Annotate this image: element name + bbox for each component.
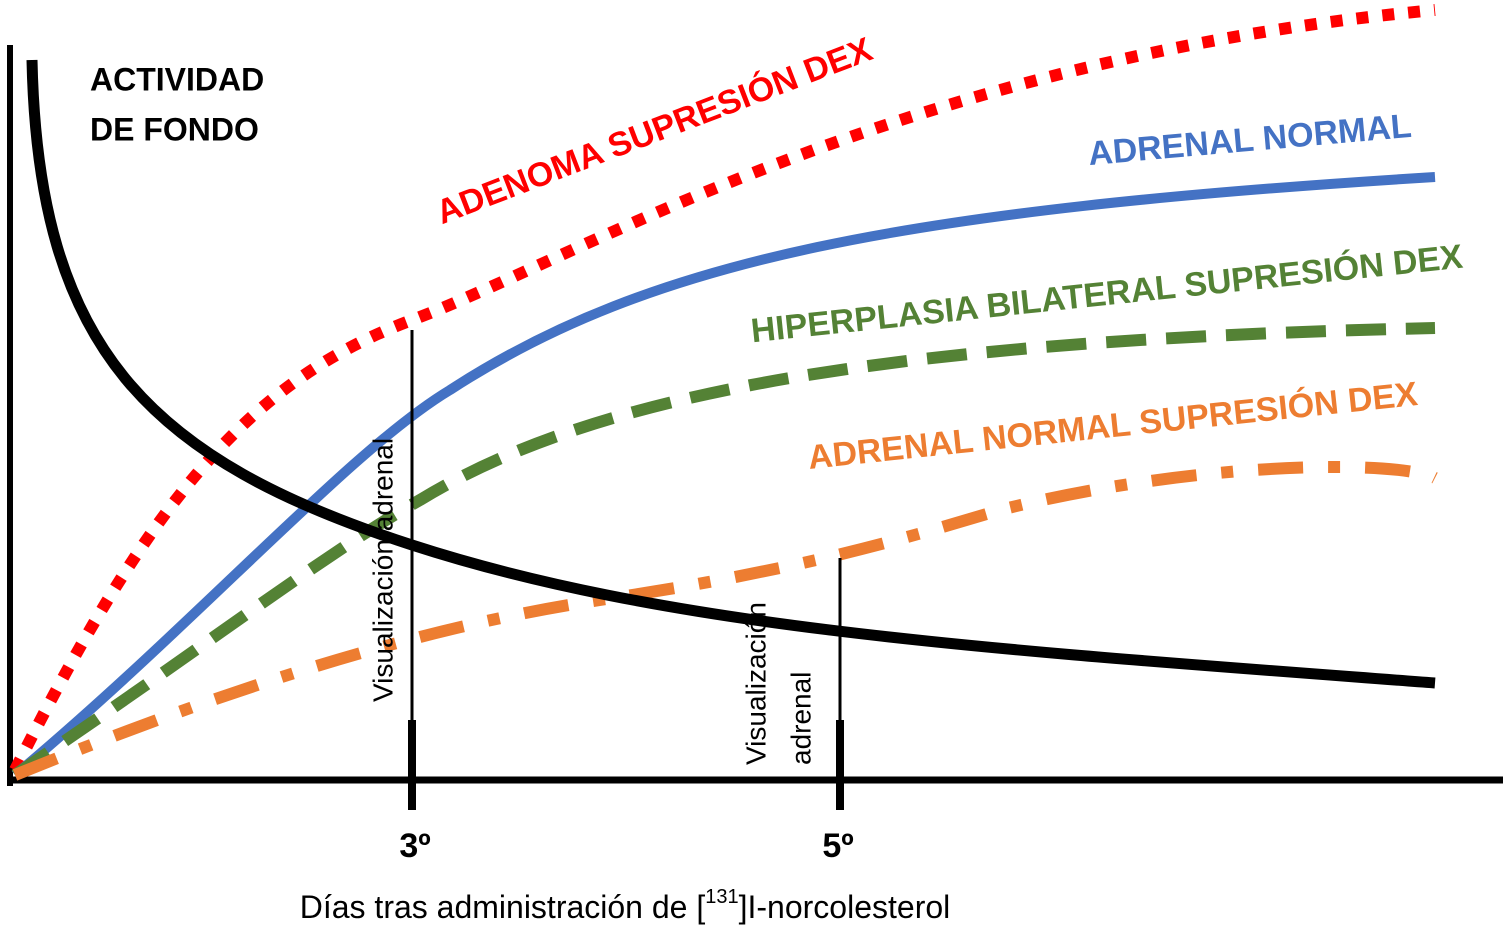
normal-curve: [11, 172, 1436, 779]
x-axis-label-part: ]I-norcolesterol: [739, 889, 951, 925]
background-label: ACTIVIDAD: [90, 61, 264, 97]
adenoma-curve: [9, 4, 1436, 773]
normal-suppressed-label: ADRENAL NORMAL SUPRESIÓN DEX: [806, 375, 1420, 477]
x-tick-label: 5º: [822, 827, 853, 865]
marker-label: Visualización: [740, 602, 771, 765]
x-axis-label-sup: 131: [705, 886, 738, 908]
adenoma-label: ADENOMA SUPRESIÓN DEX: [431, 30, 878, 232]
hyperplasia-curve: [11, 322, 1436, 780]
x-axis-label: Días tras administración de [131]I-norco…: [300, 886, 951, 925]
normal-suppressed-curve: [12, 461, 1438, 781]
marker-label: Visualización adrenal: [367, 438, 398, 702]
x-axis-label-part: Días tras administración de [: [300, 889, 706, 925]
background-curve: [26, 59, 1436, 689]
background-label: DE FONDO: [90, 111, 259, 147]
normal-label: ADRENAL NORMAL: [1087, 107, 1413, 173]
marker-label: adrenal: [785, 672, 816, 765]
x-tick-label: 3º: [399, 827, 430, 865]
